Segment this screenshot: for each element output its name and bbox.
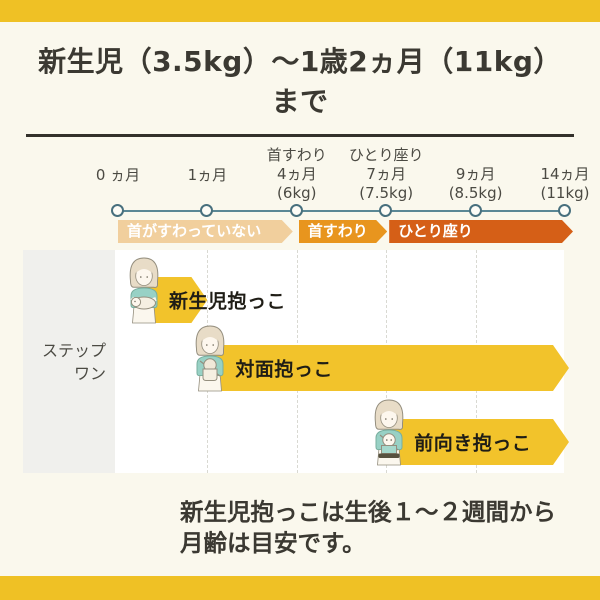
timeline-marker-label: ひとり座り 7ヵ月 (7.5kg) <box>349 146 424 203</box>
timeline-marker-label-line: (11kg) <box>540 184 590 202</box>
phase-band: 首すわり <box>299 220 387 243</box>
timeline-marker-label-line: 9ヵ月 <box>455 165 496 183</box>
timeline-marker-label: 9ヵ月 (8.5kg) <box>449 165 503 203</box>
row-group-label-line: ステップ <box>41 340 106 360</box>
timeline-marker-dot <box>200 204 214 217</box>
timeline-marker-label-line: (7.5kg) <box>359 184 414 202</box>
timeline-marker-label-line: 4ヵ月 <box>277 165 317 183</box>
mother-face-to-face-carry-illustration <box>188 320 232 394</box>
footnote-line: 月齢は目安です。 <box>180 529 366 557</box>
timeline-marker-dot <box>379 204 393 217</box>
top-accent-bar <box>0 0 600 22</box>
phase-band: ひとり座り <box>389 220 573 243</box>
task-arrow <box>211 345 569 391</box>
timeline-marker-label-line: 首すわり <box>266 146 327 164</box>
timeline-marker-label-line: 0 ヵ月 <box>95 166 141 184</box>
footnote-text: 新生児抱っこは生後１〜２週間から 月齢は目安です。 <box>180 497 556 559</box>
timeline-marker-label-line: ひとり座り <box>348 146 424 164</box>
row-group-label-line: ワン <box>73 363 106 383</box>
row-group-label: ステップ ワン <box>23 250 115 473</box>
timeline-marker-dot <box>111 204 124 217</box>
phase-band: 首がすわっていない <box>118 220 293 243</box>
timeline-marker-label-line: 7ヵ月 <box>366 165 406 183</box>
timeline-marker-label-line: (8.5kg) <box>448 184 503 202</box>
footnote-line: 新生児抱っこは生後１〜２週間から <box>180 498 556 526</box>
task-arrow-label: 対面抱っこ <box>235 358 333 381</box>
timeline-marker-label-line: (6kg) <box>277 184 317 202</box>
timeline-marker-label: 0 ヵ月 <box>96 166 140 185</box>
timeline-marker-label: 1ヵ月 <box>188 166 228 185</box>
bottom-accent-bar <box>0 576 600 600</box>
timeline-marker-label-line: 14ヵ月 <box>540 165 590 183</box>
timeline-marker-dot <box>558 204 571 217</box>
timeline-axis-line <box>118 210 565 213</box>
task-arrow <box>390 419 569 465</box>
timeline-marker-dot <box>289 204 303 217</box>
timeline-marker-label-line: 1ヵ月 <box>187 166 228 184</box>
timeline-marker-label: 首すわり 4ヵ月 (6kg) <box>267 146 327 203</box>
task-arrow-label: 前向き抱っこ <box>414 432 532 455</box>
page-title: 新生児（3.5kg）〜1歳2ヵ月（11kg）まで <box>26 40 574 137</box>
mother-forward-facing-carry-illustration <box>367 394 411 468</box>
timeline-marker-dot <box>468 204 482 217</box>
task-arrow-label: 新生児抱っこ <box>169 290 287 313</box>
timeline-marker-label: 14ヵ月 (11kg) <box>540 165 589 203</box>
mother-newborn-cradle-hold-illustration <box>122 252 166 326</box>
